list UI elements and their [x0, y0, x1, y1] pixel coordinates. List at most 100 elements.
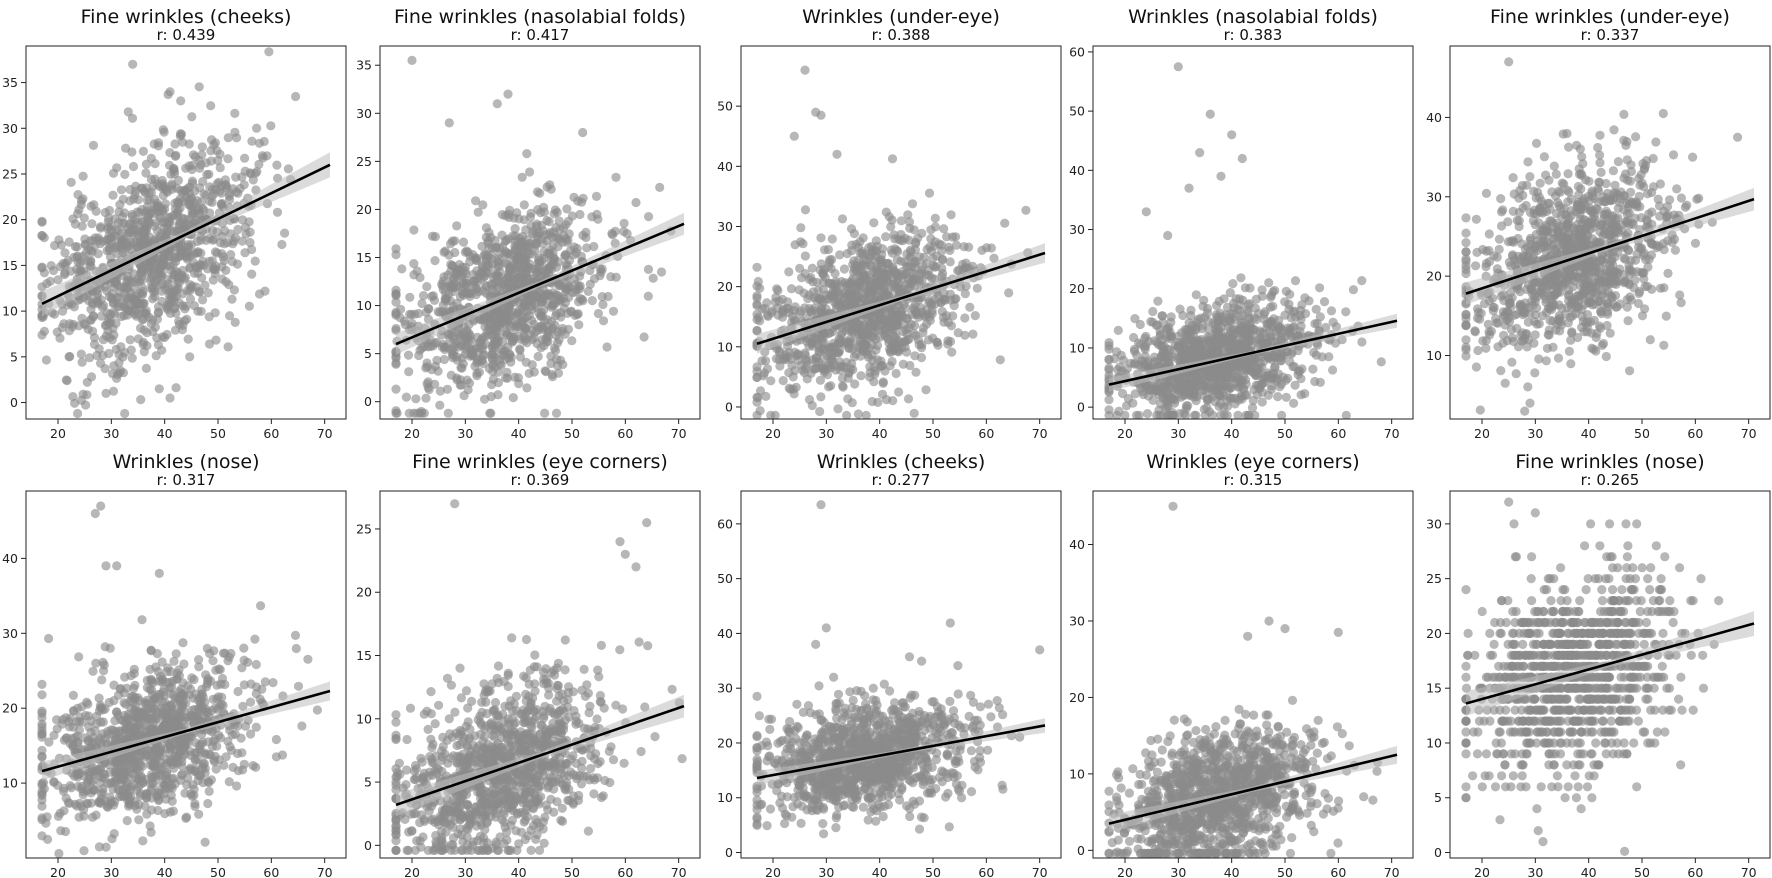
- data-point: [892, 255, 902, 265]
- data-point: [1191, 290, 1201, 300]
- data-point: [619, 218, 629, 228]
- data-point: [64, 237, 74, 247]
- data-point: [1104, 395, 1114, 405]
- data-point: [898, 359, 908, 369]
- data-point: [867, 355, 878, 365]
- data-point: [804, 290, 814, 300]
- subplot-correlation: r: 0.383: [1224, 26, 1283, 44]
- data-point: [458, 290, 468, 300]
- data-point: [85, 315, 96, 325]
- x-tick-label: 50: [210, 426, 226, 441]
- data-point: [464, 378, 475, 388]
- data-point: [226, 250, 236, 260]
- data-point: [108, 190, 118, 200]
- data-point: [87, 219, 97, 229]
- data-point: [531, 290, 541, 301]
- data-point: [515, 233, 525, 243]
- data-point: [1276, 356, 1286, 366]
- data-point: [471, 196, 481, 206]
- data-point: [818, 268, 828, 278]
- data-point: [1134, 410, 1144, 419]
- data-point: [838, 381, 848, 391]
- data-point: [1184, 372, 1194, 382]
- data-point: [1154, 390, 1165, 400]
- data-point: [136, 267, 146, 277]
- data-point: [603, 291, 613, 302]
- data-point: [1341, 307, 1351, 317]
- y-tick-label: 0: [725, 399, 733, 414]
- data-point: [80, 240, 91, 250]
- data-point: [478, 314, 488, 324]
- data-point: [846, 364, 856, 374]
- data-point: [280, 228, 290, 238]
- data-point: [771, 354, 782, 364]
- y-tick-label: 0: [10, 395, 18, 410]
- data-point: [439, 354, 449, 365]
- data-point: [521, 252, 531, 262]
- data-point: [1551, 169, 1561, 179]
- data-point: [1113, 325, 1123, 335]
- data-point: [1262, 323, 1272, 333]
- data-point: [485, 408, 495, 418]
- data-point: [571, 248, 581, 258]
- data-point: [1184, 183, 1194, 193]
- data-point: [869, 218, 879, 228]
- data-point: [1129, 344, 1140, 354]
- data-point: [68, 319, 78, 329]
- data-point: [648, 273, 658, 283]
- data-point: [224, 191, 234, 201]
- data-point: [1376, 357, 1386, 367]
- data-point: [924, 270, 934, 281]
- data-point: [1178, 310, 1188, 321]
- data-point: [907, 199, 918, 209]
- data-point: [108, 168, 119, 178]
- data-point: [905, 223, 915, 233]
- data-point: [1261, 333, 1272, 343]
- data-point: [104, 245, 115, 255]
- data-point: [117, 236, 127, 246]
- data-point: [139, 325, 149, 335]
- data-point: [493, 390, 503, 400]
- data-point: [239, 180, 249, 190]
- data-point: [220, 226, 230, 236]
- data-point: [1186, 327, 1196, 337]
- data-point: [513, 262, 523, 272]
- data-point: [77, 313, 87, 323]
- data-point: [543, 268, 554, 278]
- data-point: [114, 358, 124, 368]
- data-point: [37, 330, 47, 340]
- data-point: [929, 294, 940, 305]
- data-point: [414, 350, 424, 361]
- data-point: [391, 297, 401, 307]
- data-point: [914, 277, 924, 287]
- y-tick-label: 40: [717, 159, 733, 174]
- data-point: [1222, 302, 1232, 312]
- data-point: [1293, 369, 1303, 380]
- data-point: [883, 334, 894, 344]
- data-point: [878, 276, 888, 286]
- data-point: [1196, 380, 1206, 390]
- data-point: [41, 355, 52, 365]
- y-tick-label: 30: [356, 106, 372, 121]
- data-point: [543, 337, 553, 347]
- data-point: [500, 259, 511, 269]
- data-point: [117, 218, 127, 228]
- data-point: [131, 311, 142, 321]
- data-point: [211, 335, 221, 345]
- data-point: [230, 317, 240, 327]
- data-point: [185, 294, 196, 304]
- data-point: [1273, 369, 1283, 379]
- data-point: [163, 274, 173, 284]
- data-point: [789, 305, 799, 315]
- data-point: [128, 59, 138, 69]
- data-point: [67, 299, 77, 309]
- data-point: [1651, 137, 1661, 147]
- x-tick-label: 70: [671, 426, 687, 441]
- data-point: [1219, 294, 1229, 304]
- data-point: [442, 293, 452, 304]
- data-point: [450, 236, 460, 246]
- plot-frame: [1092, 45, 1414, 420]
- data-point: [1141, 340, 1151, 351]
- data-point: [264, 47, 274, 57]
- data-point: [1622, 302, 1632, 312]
